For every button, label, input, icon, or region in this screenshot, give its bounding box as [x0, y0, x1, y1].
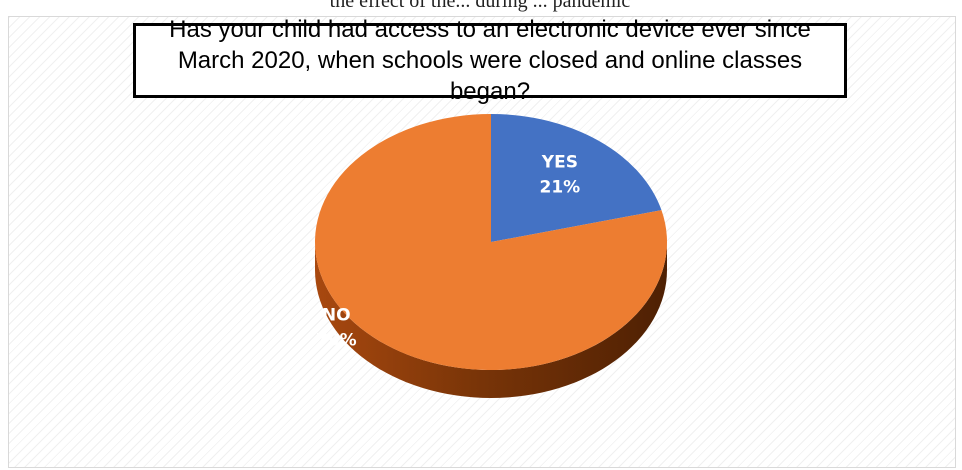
slice-label-no: NO — [322, 306, 351, 326]
pie-side-no — [315, 242, 667, 398]
chart-area: Has your child had access to an electron… — [8, 16, 956, 468]
pie-slice-no — [315, 114, 667, 370]
slice-value-no: 79% — [316, 331, 357, 351]
cropped-header-text: the effect of the... during ... pandemic — [329, 0, 631, 12]
chart-title: Has your child had access to an electron… — [133, 17, 847, 105]
slice-label-yes: YES — [541, 152, 578, 172]
slice-value-yes: 21% — [540, 177, 581, 197]
pie-slice-yes — [491, 114, 662, 242]
cropped-header: the effect of the... during ... pandemic — [0, 0, 962, 18]
pie-chart: YES 21% NO 79% — [315, 114, 667, 398]
